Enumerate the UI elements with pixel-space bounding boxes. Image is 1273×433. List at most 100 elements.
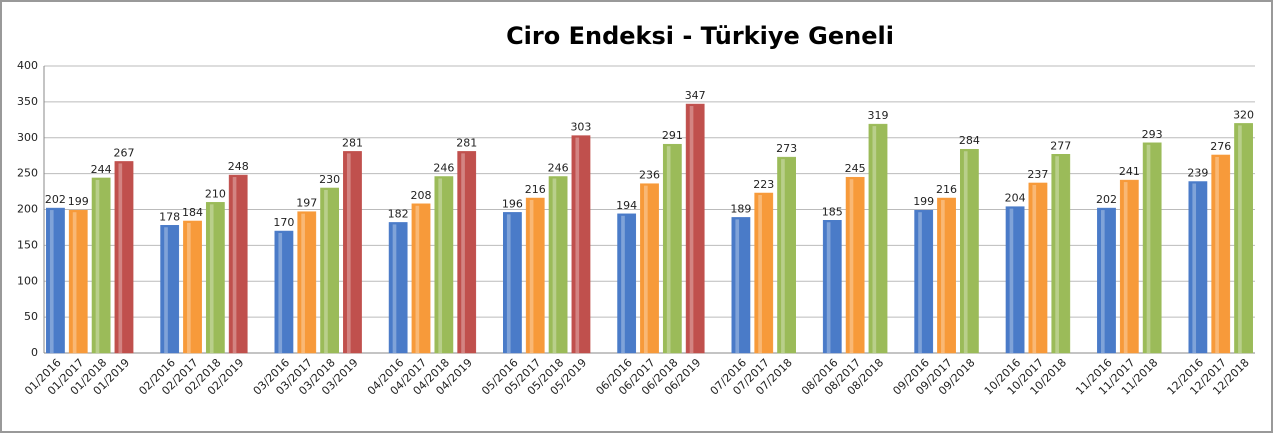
value-label: 202 [1096,193,1117,206]
y-tick-label: 200 [17,203,38,216]
bar [205,202,225,354]
bar-highlight [392,224,397,353]
bar [160,225,180,354]
value-label: 248 [228,160,249,173]
bar [91,177,111,354]
y-tick-label: 300 [17,131,38,144]
y-tick-label: 150 [17,238,38,251]
bar-highlight [621,215,625,353]
value-label: 199 [913,195,934,208]
value-label: 216 [936,183,957,196]
value-label: 204 [1005,192,1026,205]
bar [1097,207,1116,354]
value-label: 320 [1233,108,1254,121]
bar-highlight [1238,125,1242,354]
value-label: 284 [959,134,980,147]
bar [1211,154,1231,354]
bar [777,156,796,354]
value-label: 230 [319,173,340,186]
bar [183,220,202,354]
value-label: 276 [1210,140,1231,153]
bar-highlight [187,222,191,353]
bar-highlight [49,210,54,353]
bar [1051,154,1071,354]
bar-highlight [872,126,877,354]
bar-highlight [1146,144,1151,353]
value-label: 223 [753,178,774,191]
bar-highlight [644,185,648,353]
bar-highlight [95,179,100,353]
bar-highlight [506,214,511,353]
bar-highlight [666,146,671,353]
bar-highlight [529,200,534,353]
value-label: 246 [433,161,454,174]
value-label: 216 [525,183,546,196]
bar [1234,123,1253,354]
y-tick-label: 250 [17,167,38,180]
bar-highlight [1192,183,1197,353]
value-label: 189 [730,202,751,215]
value-label: 178 [159,210,180,223]
bar [1028,182,1048,354]
y-tick-label: 0 [31,346,38,359]
bar-highlight [758,194,762,353]
bar-highlight [689,106,694,353]
value-label: 246 [548,161,569,174]
bar [388,222,408,354]
bar [754,192,774,354]
y-tick-label: 50 [24,310,38,323]
bar [1005,206,1025,354]
value-label: 239 [1187,167,1208,180]
value-label: 184 [182,206,203,219]
value-label: 319 [867,109,888,122]
bar-highlight [1055,156,1059,353]
bar [343,151,362,354]
bar [46,207,65,354]
bar-highlight [735,219,740,353]
value-label: 244 [91,163,112,176]
chart-title: Ciro Endeksi - Türkiye Geneli [506,22,894,50]
bar-highlight [232,177,237,353]
bar [731,217,751,354]
value-label: 170 [273,216,294,229]
bar-highlight [575,137,580,353]
bar [548,176,568,354]
value-label: 237 [1027,168,1048,181]
value-label: 241 [1119,165,1140,178]
bar [845,176,865,354]
bar [640,183,659,354]
value-label: 202 [45,193,66,206]
bar [914,209,934,354]
bar-highlight [849,179,854,353]
bar-highlight [438,178,443,353]
bar-highlight [552,178,557,353]
bar-highlight [301,213,305,353]
bar [662,143,682,354]
bar [434,176,454,354]
bar [297,211,317,354]
value-label: 245 [845,162,866,175]
y-tick-label: 100 [17,274,38,287]
value-label: 281 [342,136,363,149]
value-label: 277 [1050,139,1071,152]
bar [503,212,522,354]
value-label: 293 [1142,128,1163,141]
bar-highlight [346,153,351,353]
bar-highlight [209,204,214,353]
bar [411,203,431,354]
bar [868,123,888,354]
value-label: 273 [776,142,797,155]
bar-highlight [941,200,945,353]
value-label: 303 [570,121,591,134]
bar [1142,142,1162,354]
bar-highlight [415,205,420,353]
value-label: 236 [639,169,660,182]
bar-highlight [826,222,831,353]
y-tick-label: 400 [17,59,38,72]
value-label: 196 [502,197,523,210]
bar-highlight [461,153,465,353]
bar-highlight [72,212,77,353]
value-label: 291 [662,129,683,142]
bar-highlight [963,151,968,353]
